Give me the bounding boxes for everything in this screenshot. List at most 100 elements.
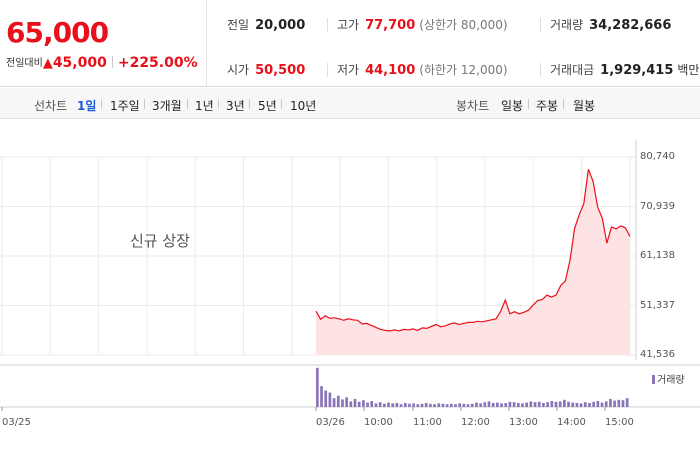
y-tick-label: 80,740 [640, 151, 675, 162]
trade-value: 거래대금 1,929,415 백만 [550, 61, 699, 78]
trade-value-unit: 백만 [677, 63, 700, 77]
volume-bar [571, 402, 575, 407]
volume-bar [604, 401, 608, 407]
volume-bar [370, 401, 374, 407]
volume-bar [470, 403, 474, 407]
volume-bar [592, 401, 596, 407]
volume-value: 34,282,666 [589, 18, 672, 33]
volume-bar [479, 403, 482, 407]
change-amount: 45,000 [52, 55, 107, 71]
volume-bar [424, 403, 428, 407]
volume-bar [320, 386, 323, 407]
volume: 거래량 34,282,666 [550, 16, 671, 33]
volume-bar [454, 404, 457, 407]
prev-close-label: 전일 [227, 18, 250, 32]
volume-bar [525, 402, 529, 407]
volume-bar [625, 398, 629, 407]
volume-bar [533, 402, 537, 407]
divider [327, 18, 328, 32]
x-tick-label: 03/25 [2, 417, 31, 428]
divider [249, 99, 250, 109]
upper-limit: (상한가 80,000) [419, 18, 508, 32]
divider [144, 99, 145, 109]
y-tick-label: 70,939 [640, 201, 675, 212]
prev-close-value: 20,000 [255, 18, 306, 33]
volume-bar [387, 402, 390, 407]
x-tick-label: 10:00 [364, 417, 393, 428]
volume-bar [416, 404, 420, 407]
tab-1-week[interactable]: 1주일 [110, 99, 140, 113]
volume-bar [475, 402, 478, 407]
volume-bar [558, 401, 562, 407]
volume-bar [366, 402, 369, 407]
volume-bar [408, 403, 411, 407]
volume-bar [487, 401, 491, 407]
x-tick-label: 14:00 [557, 417, 586, 428]
volume-bar [621, 400, 625, 407]
divider [528, 99, 529, 109]
volume-bar [512, 402, 516, 407]
price-line [315, 169, 631, 332]
volume-bar [362, 400, 365, 407]
volume-bar [617, 399, 621, 407]
chart-period-tabbar: 선차트 1일 1주일 3개월 1년 3년 5년 10년 봉차트 일봉 주봉 월봉 [0, 88, 700, 119]
low-price: 저가 44,100 (하한가 12,000) [337, 61, 508, 78]
volume-bar [462, 403, 466, 407]
divider [101, 99, 102, 109]
price-chart[interactable]: 신규 상장 80,740 70,939 61,138 51,337 41,536… [0, 120, 700, 450]
line-chart-label: 선차트 [34, 99, 68, 113]
volume-bar [542, 403, 545, 407]
volume-bar [458, 403, 462, 407]
quote-summary: 65,000 전일대비▲45,000 +225.00% 전일 20,000 시가 50… [0, 0, 700, 87]
high-value: 77,700 [365, 18, 416, 33]
prev-close: 전일 20,000 [227, 16, 305, 33]
volume-legend: 거래량 [652, 371, 685, 386]
tab-weekly-candle[interactable]: 주봉 [536, 99, 559, 113]
volume-bar [324, 390, 328, 407]
divider [281, 99, 282, 109]
open-label: 시가 [227, 63, 250, 77]
volume-bar [403, 403, 407, 407]
volume-bar [483, 402, 487, 407]
tab-1-year[interactable]: 1년 [195, 99, 214, 113]
volume-bar [399, 404, 403, 407]
volume-bar [491, 403, 495, 407]
tab-3-years[interactable]: 3년 [226, 99, 245, 113]
volume-legend-label: 거래량 [657, 375, 685, 386]
volume-bar [429, 403, 432, 407]
volume-bar [445, 404, 449, 407]
change-percent: +225.00% [117, 55, 198, 71]
volume-bar [336, 395, 340, 407]
volume-bar [537, 401, 541, 407]
low-value: 44,100 [365, 63, 416, 78]
tab-5-years[interactable]: 5년 [258, 99, 277, 113]
tab-monthly-candle[interactable]: 월봉 [573, 99, 596, 113]
volume-bar [504, 403, 508, 407]
lower-limit: (하한가 12,000) [419, 63, 508, 77]
tab-1-day[interactable]: 1일 [77, 99, 97, 113]
x-tick-label: 13:00 [509, 417, 538, 428]
tab-3-months[interactable]: 3개월 [152, 99, 182, 113]
divider [111, 56, 113, 68]
volume-bar [341, 399, 344, 407]
volume-bar [609, 399, 612, 407]
y-tick-label: 51,337 [640, 300, 675, 311]
volume-bar [382, 403, 386, 407]
volume-bar [600, 402, 604, 407]
price-chart-svg [0, 140, 700, 411]
volume-bar [345, 397, 348, 407]
volume-bar [378, 402, 382, 407]
volume-bar [420, 403, 424, 407]
volume-bar [316, 367, 319, 407]
low-label: 저가 [337, 63, 360, 77]
up-arrow-icon: ▲ [42, 56, 53, 71]
tab-daily-candle[interactable]: 일봉 [501, 99, 524, 113]
price-block: 65,000 전일대비▲45,000 +225.00% [0, 0, 207, 87]
volume-bar [357, 401, 361, 407]
candle-chart-label: 봉차트 [456, 99, 490, 113]
tab-10-years[interactable]: 10년 [290, 99, 317, 113]
current-price: 65,000 [6, 16, 109, 49]
divider [187, 99, 188, 109]
volume-bar [575, 403, 579, 407]
volume-bar [563, 399, 566, 407]
